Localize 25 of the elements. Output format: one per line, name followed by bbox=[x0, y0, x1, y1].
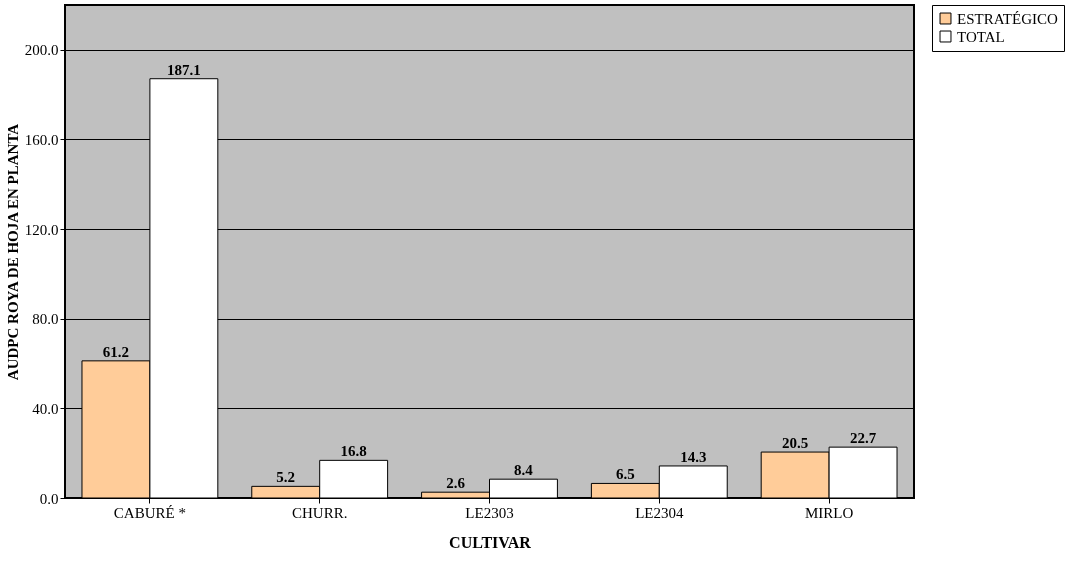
data-label: 20.5 bbox=[782, 435, 809, 452]
data-label: 5.2 bbox=[276, 469, 296, 486]
data-label: 8.4 bbox=[514, 462, 534, 479]
y-tick-label: 160.0 bbox=[24, 131, 59, 148]
y-tick-label: 80.0 bbox=[32, 311, 59, 328]
y-tick-label: 40.0 bbox=[32, 400, 59, 417]
x-tick-label: CABURÉ * bbox=[113, 504, 186, 521]
x-tick-label: CHURR. bbox=[291, 504, 348, 521]
x-axis-title: CULTIVAR bbox=[449, 533, 532, 551]
y-axis-title: AUDPC ROYA DE HOJA EN PLANTA bbox=[4, 123, 21, 381]
y-tick-label: 0.0 bbox=[39, 490, 59, 507]
x-tick-label: LE2303 bbox=[465, 504, 514, 521]
y-tick-label: 120.0 bbox=[24, 221, 59, 238]
data-label: 61.2 bbox=[102, 343, 130, 360]
data-label: 187.1 bbox=[166, 61, 201, 78]
data-label: 6.5 bbox=[615, 466, 635, 483]
data-label: 14.3 bbox=[680, 448, 707, 465]
legend-label: ESTRATÉGICO bbox=[957, 10, 1058, 27]
x-tick-label: LE2304 bbox=[635, 504, 684, 521]
data-label: 2.6 bbox=[446, 475, 466, 492]
x-tick-label: MIRLO bbox=[804, 504, 854, 521]
data-label: 16.8 bbox=[340, 443, 367, 460]
legend-label: TOTAL bbox=[957, 28, 1005, 45]
y-tick-label: 200.0 bbox=[24, 42, 59, 59]
data-label: 22.7 bbox=[849, 430, 877, 447]
